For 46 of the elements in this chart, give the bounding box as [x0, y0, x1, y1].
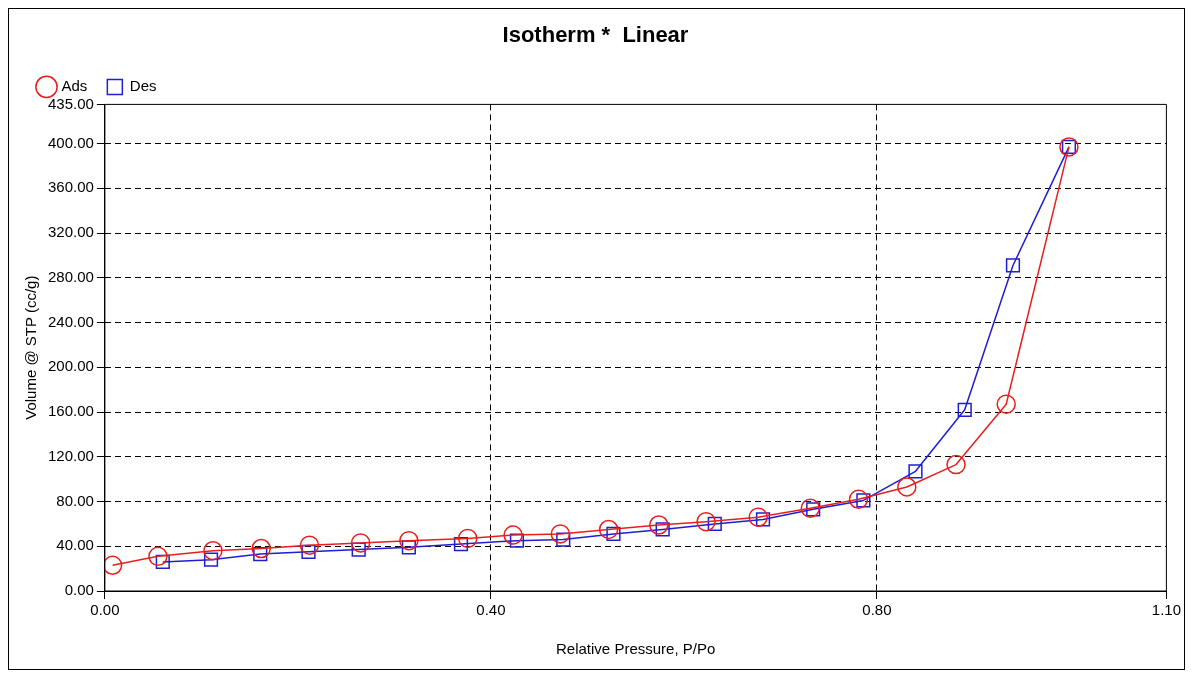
y-tick-label: 280.00 [47, 267, 94, 285]
point [908, 464, 923, 479]
y-axis-title: Volume @ STP (cc/g) [22, 275, 40, 420]
point [148, 546, 168, 567]
point [203, 540, 223, 561]
x-tick-label: 0.80 [862, 601, 892, 619]
y-tick-label: 360.00 [47, 178, 94, 196]
point [946, 454, 966, 475]
point [1005, 258, 1021, 273]
point [748, 507, 768, 527]
point [598, 519, 619, 540]
point [649, 515, 669, 535]
y-tick-label: 120.00 [47, 446, 94, 464]
point [800, 498, 821, 518]
point [550, 524, 571, 544]
point [996, 394, 1016, 414]
chart-title: Isotherm * Linear [502, 22, 689, 48]
x-axis-title: Relative Pressure, P/Po [556, 640, 716, 658]
x-tick-label: 0.40 [476, 601, 506, 619]
point [104, 555, 123, 576]
point [251, 538, 271, 559]
x-tick-label: 0.00 [90, 601, 120, 619]
y-tick-label: 40.00 [56, 536, 94, 554]
x-tick-label: 1.10 [1151, 601, 1181, 619]
point [696, 511, 716, 532]
y-tick-label: 80.00 [56, 491, 94, 509]
y-tick-label: 400.00 [47, 133, 94, 151]
point [707, 516, 722, 531]
point [897, 477, 917, 497]
point [350, 533, 371, 553]
y-tick-label: 160.00 [47, 402, 94, 420]
point [957, 402, 972, 417]
point [503, 525, 523, 545]
y-tick-label: 320.00 [47, 223, 94, 241]
point [203, 552, 219, 567]
point [755, 512, 771, 527]
point [399, 530, 419, 551]
point [848, 489, 869, 510]
point [457, 528, 478, 549]
legend-label: Des [129, 77, 157, 95]
y-tick-label: 200.00 [47, 357, 94, 375]
y-tick-label: 0.00 [64, 581, 94, 599]
legend-label: Ads [61, 77, 88, 95]
y-tick-label: 435.00 [47, 94, 94, 112]
y-tick-label: 240.00 [47, 312, 94, 330]
point [299, 535, 320, 555]
